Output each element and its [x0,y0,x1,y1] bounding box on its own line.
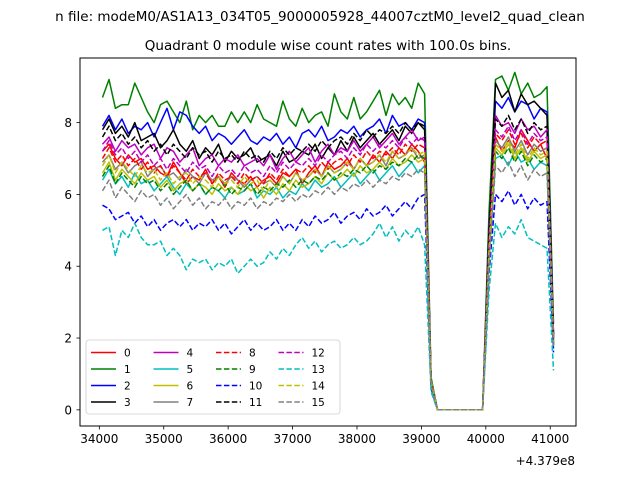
legend-label-11: 11 [249,397,262,409]
x-tick-label: 36000 [209,432,247,446]
x-tick-label: 38000 [338,432,376,446]
x-tick-label: 37000 [273,432,311,446]
legend-label-14: 14 [312,381,326,393]
legend-label-13: 13 [312,364,325,376]
legend-label-2: 2 [124,381,131,393]
legend-label-7: 7 [187,397,194,409]
legend-label-8: 8 [249,348,256,360]
plot-frame [79,57,577,427]
x-tick-label: 40000 [467,432,505,446]
y-tick-label: 4 [64,260,72,274]
legend-label-15: 15 [312,397,325,409]
y-tick-label: 2 [64,332,72,346]
legend-label-5: 5 [187,364,194,376]
legend-label-4: 4 [187,348,194,360]
series-line-9 [101,147,555,411]
series-layer [101,71,555,411]
legend-label-0: 0 [124,348,131,360]
chart-title: Quadrant 0 module wise count rates with … [145,38,511,54]
legend-label-1: 1 [124,364,131,376]
x-tick-label: 39000 [402,432,440,446]
legend-label-12: 12 [312,348,325,360]
axes-layer: 34000 35000 36000 37000 38000 39000 40000 41000… [64,116,569,446]
legend-label-9: 9 [249,364,256,376]
y-tick-label: 6 [64,188,72,202]
legend-label-10: 10 [249,381,262,393]
x-tick-label: 41000 [531,432,569,446]
y-tick-label: 0 [64,403,72,417]
legend-label-6: 6 [187,381,194,393]
y-tick-label: 8 [64,116,72,130]
figure-suptitle: n file: modeM0/AS1A13_034T05_9000005928_… [55,9,585,25]
x-tick-label: 35000 [145,432,183,446]
legend-box [85,339,341,415]
series-line-11 [101,114,555,411]
series-line-14 [101,139,555,411]
x-tick-label: 34000 [80,432,118,446]
legend-label-3: 3 [124,397,131,409]
x-offset-label: +4.379e8 [516,454,575,468]
series-line-15 [101,161,555,411]
